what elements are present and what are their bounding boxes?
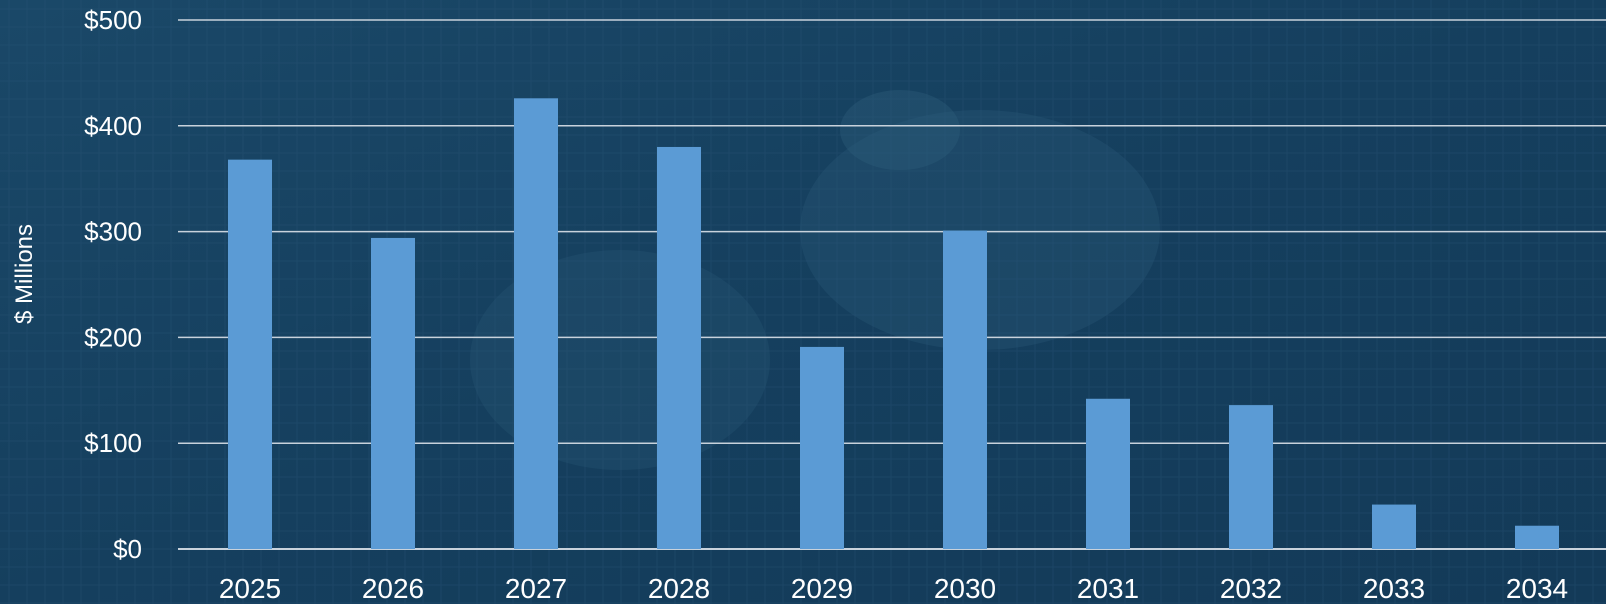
x-tick-label: 2025 [219,573,281,604]
y-tick-label: $300 [84,217,142,247]
y-tick-label: $500 [84,5,142,35]
x-tick-label: 2028 [648,573,710,604]
bar-2033 [1372,504,1416,549]
bar-2029 [800,346,844,549]
y-tick-label: $400 [84,111,142,141]
y-tick-label: $0 [113,534,142,564]
x-tick-label: 2029 [791,573,853,604]
bar-2025 [228,159,272,549]
gridlines [178,19,1606,550]
y-tick-label: $100 [84,428,142,458]
x-axis-ticks: 2025 2026 2027 2028 2029 2030 2031 2032 2033 2034 [219,573,1568,604]
x-tick-label: 2027 [505,573,567,604]
x-tick-label: 2033 [1363,573,1425,604]
y-axis-ticks: $0 $100 $200 $300 $400 $500 [84,5,142,564]
bar-2031 [1086,398,1130,549]
bar-2030 [943,230,987,550]
bars [228,98,1559,550]
bar-2028 [657,146,701,549]
x-tick-label: 2032 [1220,573,1282,604]
bar-2027 [514,98,558,550]
x-tick-label: 2031 [1077,573,1139,604]
x-tick-label: 2026 [362,573,424,604]
bar-2034 [1515,525,1559,549]
y-tick-label: $200 [84,322,142,352]
y-axis-title: $ Millions [11,224,38,324]
x-tick-label: 2034 [1506,573,1568,604]
bar-2026 [371,237,415,549]
bar-2032 [1229,405,1273,549]
x-tick-label: 2030 [934,573,996,604]
